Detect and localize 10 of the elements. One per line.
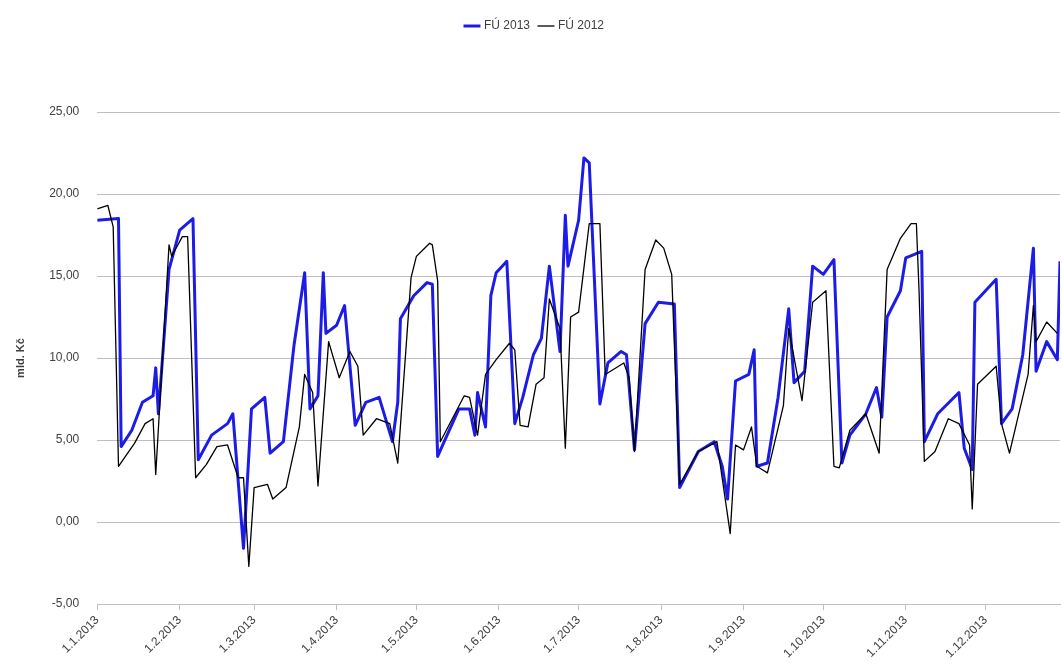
y-axis-title: mld. Kč xyxy=(13,338,26,378)
y-tick-label: 10,00 xyxy=(49,350,80,365)
y-tick-label: 5,00 xyxy=(55,432,80,447)
y-tick-label: 20,00 xyxy=(49,186,80,201)
y-tick-label: 15,00 xyxy=(49,268,80,283)
legend-label: FÚ 2013 xyxy=(483,17,531,33)
y-tick-label: -5,00 xyxy=(51,596,80,611)
y-tick-label: 25,00 xyxy=(49,104,80,119)
legend-label: FÚ 2012 xyxy=(558,17,605,33)
y-tick-label: 0,00 xyxy=(55,514,80,529)
